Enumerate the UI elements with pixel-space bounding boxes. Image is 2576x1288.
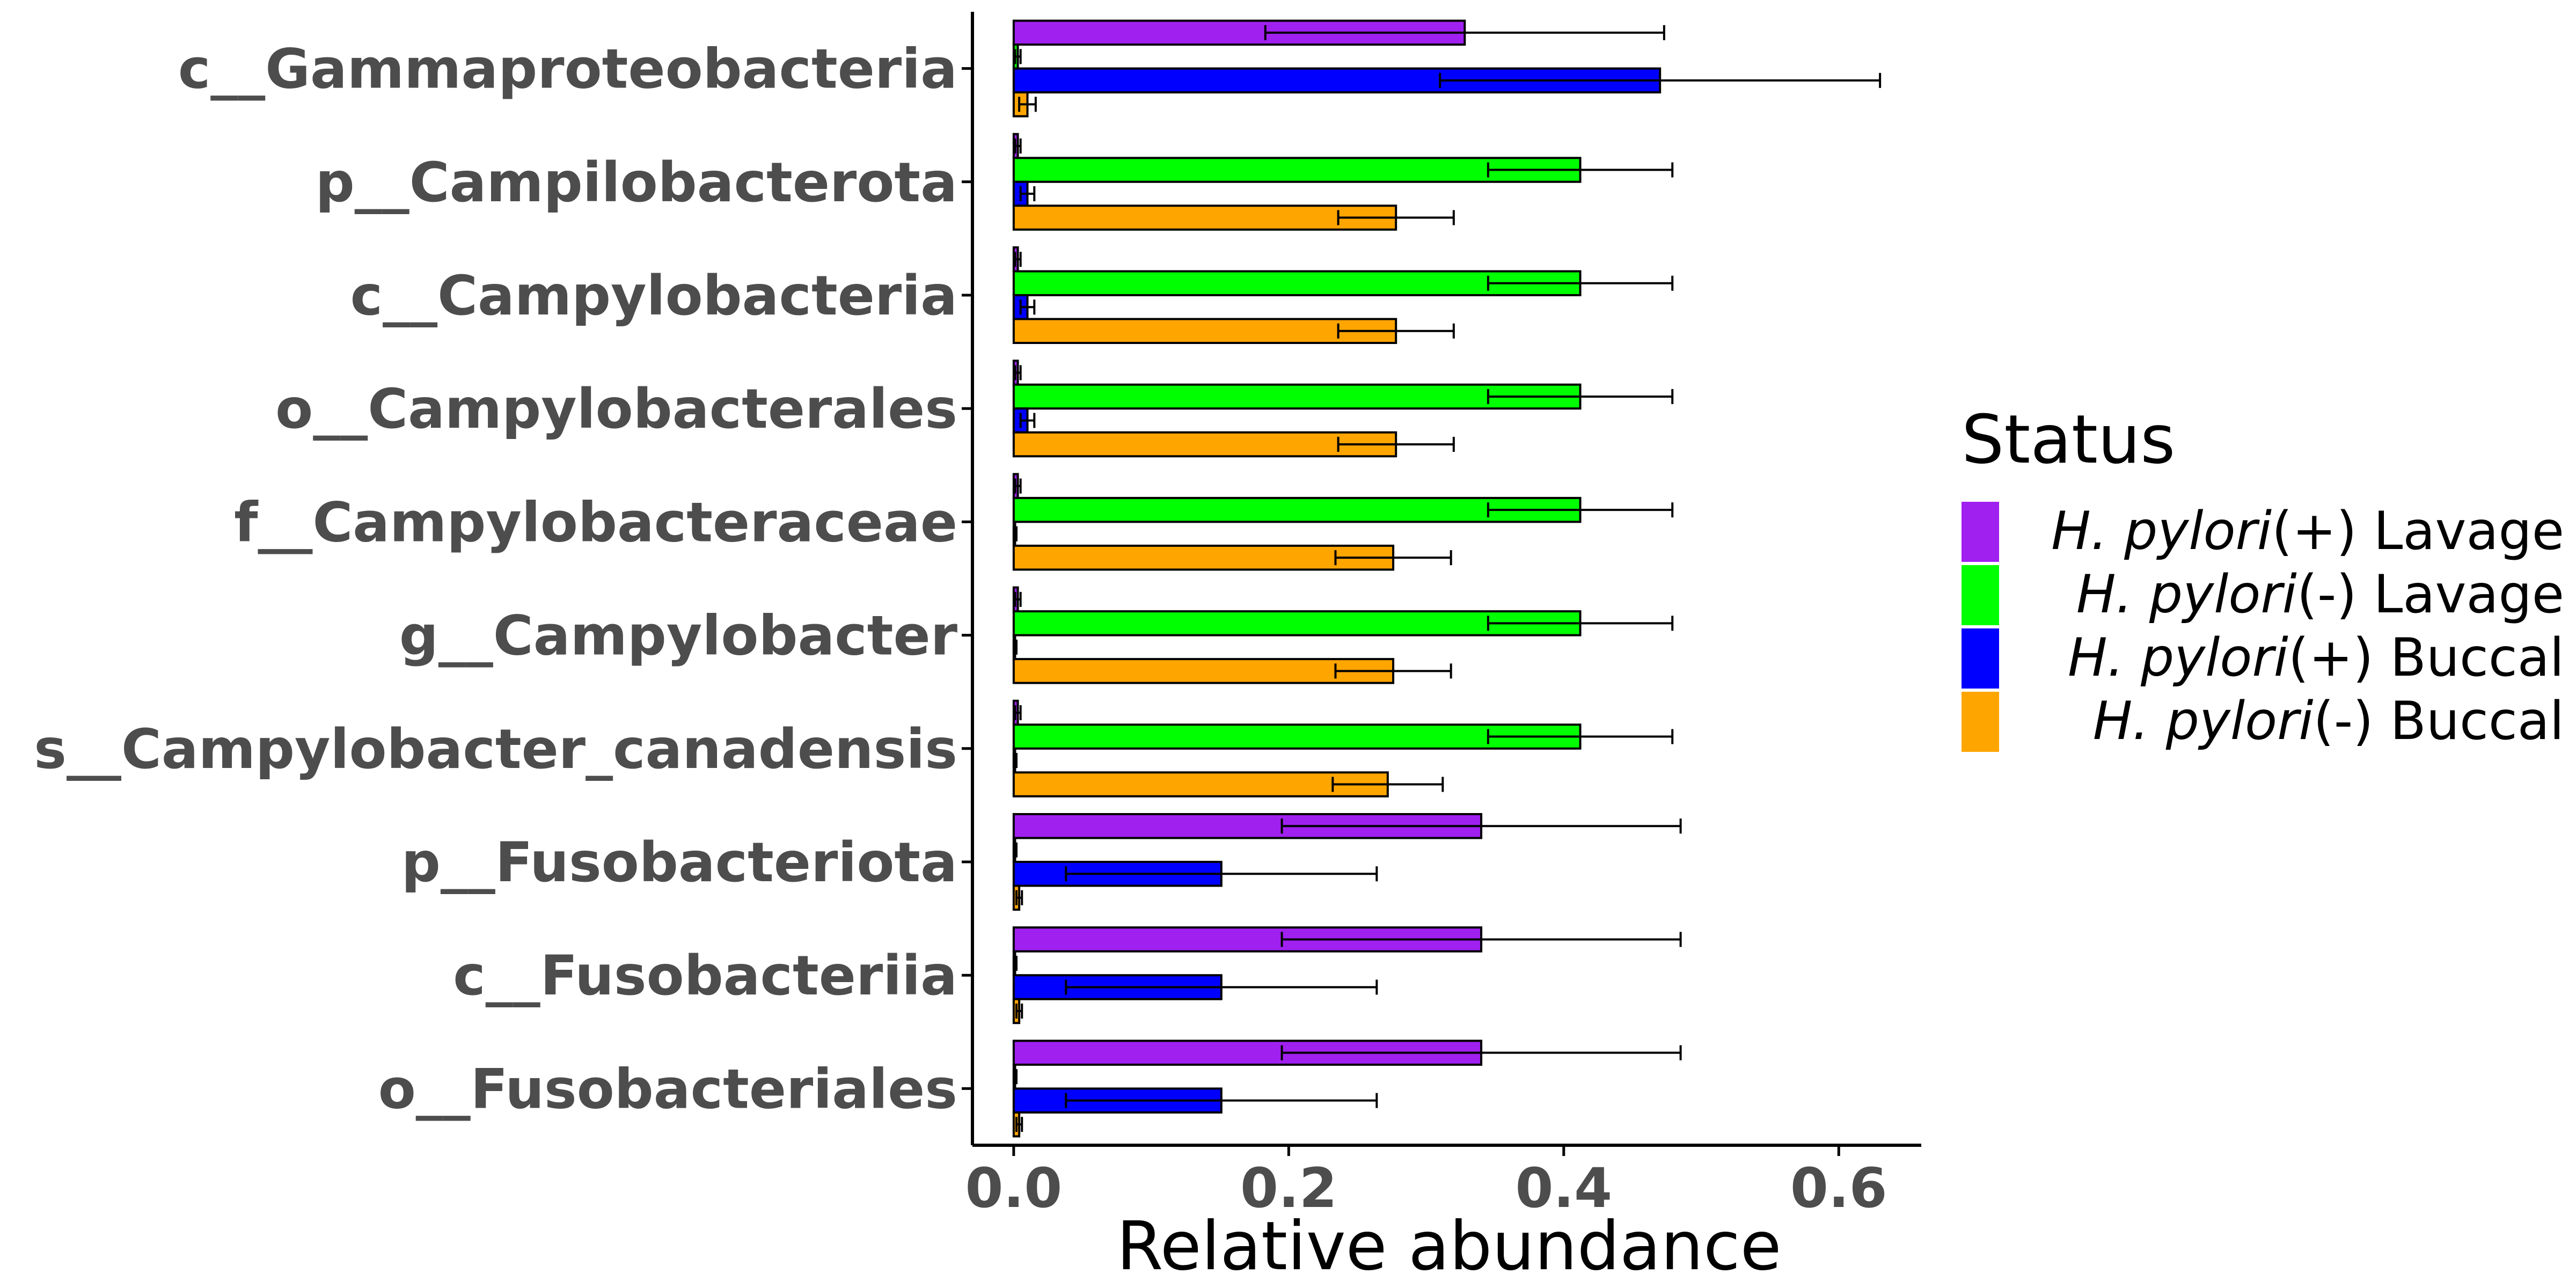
legend-item: H. pylori(-) Buccal: [1962, 691, 2564, 752]
error-bar: [1015, 890, 1023, 905]
category-group: [1012, 473, 1674, 571]
error-bar: [1015, 1117, 1023, 1132]
error-bar: [1337, 210, 1455, 225]
error-bar: [1487, 162, 1674, 178]
plot-area: [1012, 19, 1882, 1138]
bar: [1012, 270, 1582, 296]
category-labels: c__Gammaproteobacteria p__Campilobacterot…: [34, 38, 957, 1122]
legend-label: H. pylori(+) Lavage: [2051, 501, 2564, 562]
x-axis-title: Relative abundance: [1116, 1208, 1781, 1285]
error-bar: [1264, 25, 1665, 40]
error-bar: [1014, 49, 1022, 64]
error-bar: [1065, 1093, 1378, 1108]
error-bar: [1331, 777, 1444, 792]
category-label: s__Campylobacter_canadensis: [34, 718, 957, 781]
error-bar: [1014, 705, 1022, 721]
error-bar: [1487, 502, 1674, 518]
category-group: [1012, 1040, 1682, 1138]
legend-title: Status: [1962, 401, 2175, 479]
error-bar: [1014, 252, 1022, 267]
category-label: p__Campilobacterota: [316, 151, 957, 215]
category-group: [1012, 586, 1674, 684]
category-group: [1012, 133, 1674, 231]
error-bar: [1337, 436, 1455, 452]
x-tick-label: 0.4: [1515, 1157, 1612, 1220]
error-bar: [1280, 932, 1682, 947]
error-bar: [1012, 526, 1018, 541]
axes: [962, 12, 1921, 1147]
x-tick-label: 0.6: [1790, 1157, 1887, 1220]
bar: [1012, 658, 1395, 684]
category-group: [1012, 246, 1674, 344]
bar: [1012, 723, 1582, 750]
legend-key: [1962, 628, 1999, 689]
bar: [1012, 771, 1389, 797]
bar: [1012, 610, 1582, 636]
error-bar: [1014, 591, 1022, 607]
error-bar: [1014, 138, 1022, 154]
category-label: p__Fusobacteriota: [401, 831, 957, 895]
bar: [1012, 318, 1397, 344]
error-bar: [1012, 639, 1018, 655]
error-bar: [1280, 818, 1682, 834]
category-group: [1012, 813, 1682, 911]
error-bar: [1487, 389, 1674, 404]
legend-label: H. pylori(+) Buccal: [2068, 627, 2564, 689]
legend-item: H. pylori(+) Buccal: [1962, 627, 2564, 689]
category-group: [1012, 360, 1674, 458]
error-bar: [1015, 1003, 1023, 1019]
x-tick-label: 0.2: [1240, 1157, 1337, 1220]
legend-key: [1962, 502, 1999, 562]
legend-key: [1962, 565, 1999, 625]
error-bar: [1337, 323, 1455, 339]
error-bar: [1012, 753, 1018, 769]
category-label: c__Gammaproteobacteria: [178, 38, 957, 101]
x-tick-label: 0.0: [965, 1157, 1063, 1220]
legend-label: H. pylori(-) Buccal: [2093, 691, 2564, 752]
category-label: f__Campylobacteraceae: [234, 491, 957, 554]
error-bar: [1065, 979, 1378, 995]
legend-key: [1962, 692, 1999, 752]
error-bar: [1019, 413, 1036, 428]
error-bar: [1065, 866, 1378, 882]
error-bar: [1014, 365, 1022, 380]
error-bar: [1280, 1045, 1682, 1060]
error-bar: [1487, 275, 1674, 291]
category-label: o__Fusobacteriales: [378, 1057, 957, 1121]
error-bar: [1019, 186, 1036, 202]
category-group: [1012, 19, 1882, 118]
legend-item: H. pylori(-) Lavage: [1962, 564, 2564, 625]
category-group: [1012, 699, 1674, 797]
error-bar: [1334, 663, 1452, 679]
legend-item: H. pylori(+) Lavage: [1962, 501, 2564, 562]
category-label: o__Campylobacterales: [275, 377, 957, 441]
category-label: g__Campylobacter: [399, 604, 957, 668]
category-group: [1012, 926, 1682, 1024]
x-ticks: 0.0 0.2 0.4 0.6: [965, 1145, 1887, 1220]
category-label: c__Campylobacteria: [350, 264, 957, 328]
bar: [1012, 496, 1582, 523]
error-bar: [1019, 299, 1036, 315]
error-bar: [1439, 72, 1882, 88]
legend-label: H. pylori(-) Lavage: [2076, 564, 2564, 625]
error-bar: [1487, 616, 1674, 631]
error-bar: [1334, 550, 1452, 566]
error-bar: [1012, 955, 1018, 971]
error-bar: [1012, 842, 1018, 858]
error-bar: [1018, 97, 1037, 112]
error-bar: [1014, 478, 1022, 494]
error-bar: [1012, 1069, 1018, 1085]
category-label: c__Fusobacteriia: [453, 944, 957, 1008]
error-bar: [1487, 729, 1674, 744]
